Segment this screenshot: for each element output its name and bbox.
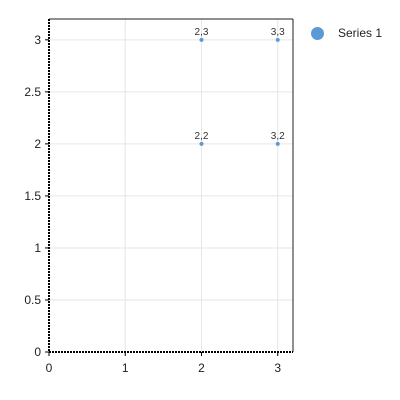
data-point-0-1	[275, 37, 280, 42]
legend-label-series-1: Series 1	[338, 26, 383, 40]
data-label-0-2: 2,2	[195, 131, 209, 142]
data-point-0-0	[199, 37, 204, 42]
y-tick-label-6: 3	[34, 33, 41, 47]
data-point-0-3	[275, 141, 280, 146]
x-tick-label-1: 1	[122, 361, 129, 375]
data-label-0-1: 3,3	[271, 27, 285, 38]
x-tick-label-3: 3	[274, 361, 281, 375]
legend: Series 1	[311, 26, 382, 40]
y-tick-label-5: 2.5	[24, 85, 41, 99]
x-tick-label-2: 2	[198, 361, 205, 375]
y-tick-label-2: 1	[34, 241, 41, 255]
legend-marker-series-1	[311, 26, 324, 40]
data-label-0-0: 2,3	[195, 27, 209, 38]
data-point-0-2	[199, 141, 204, 146]
y-tick-label-0: 0	[34, 345, 41, 359]
data-label-0-3: 3,2	[271, 131, 285, 142]
y-tick-label-4: 2	[34, 137, 41, 151]
y-tick-label-1: 0.5	[24, 293, 41, 307]
y-tick-label-3: 1.5	[24, 189, 41, 203]
x-tick-label-0: 0	[46, 361, 53, 375]
